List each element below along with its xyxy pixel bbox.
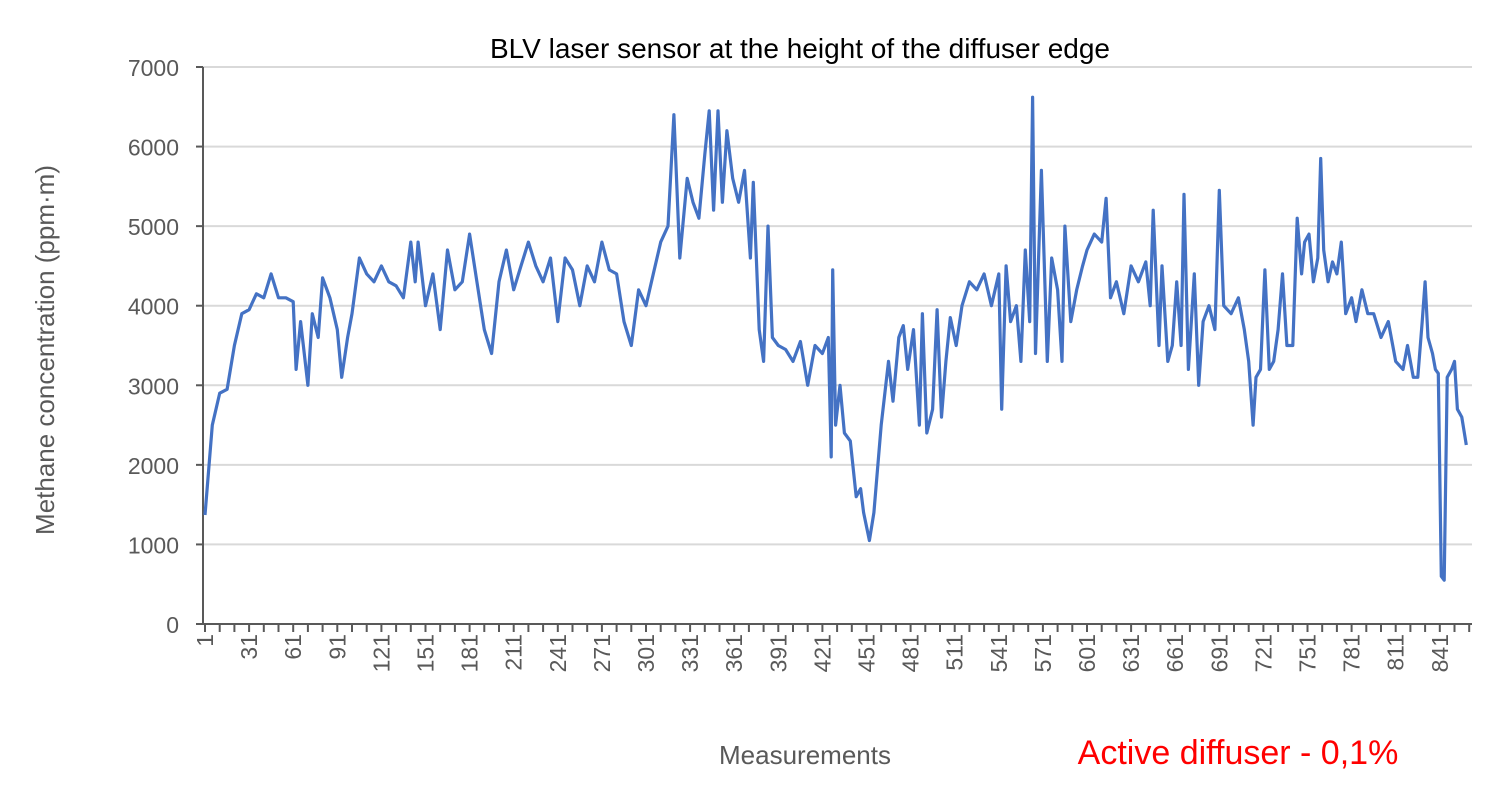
y-tick-label: 1000 [128, 532, 179, 558]
y-tick-label: 3000 [128, 373, 179, 399]
x-tick-label: 451 [854, 634, 880, 672]
x-tick-label: 91 [324, 634, 350, 660]
x-tick-label: 421 [809, 634, 835, 672]
series-line-methane [203, 95, 1468, 582]
y-tick-label: 5000 [128, 214, 179, 240]
y-tick-label: 0 [166, 612, 179, 638]
x-tick-label: 691 [1206, 634, 1232, 672]
x-tick-label: 61 [280, 634, 306, 660]
x-tick-label: 211 [501, 634, 527, 671]
x-tick-label: 331 [677, 634, 703, 672]
x-tick-label: 361 [721, 634, 747, 672]
x-tick-label: 811 [1383, 634, 1409, 671]
x-tick-label: 661 [1162, 634, 1188, 672]
y-tick-label: 7000 [128, 55, 179, 81]
x-tick-label: 511 [942, 634, 968, 671]
gridlines [203, 66, 1472, 546]
annotation-active-diffuser: Active diffuser - 0,1% [1078, 734, 1399, 772]
x-tick-label: 751 [1295, 634, 1321, 672]
x-tick-label: 601 [1074, 634, 1100, 672]
y-tick-label: 6000 [128, 135, 179, 161]
x-tick-label: 481 [898, 634, 924, 672]
y-tick-label: 2000 [128, 453, 179, 479]
x-tick-label: 721 [1250, 634, 1276, 672]
chart-title: BLV laser sensor at the height of the di… [490, 33, 1110, 64]
x-tick-label: 31 [236, 634, 262, 660]
x-tick-label: 1 [192, 634, 218, 647]
x-tick-label: 571 [1030, 634, 1056, 672]
y-tick-label: 4000 [128, 294, 179, 320]
y-axis-label: Methane concentration (ppm·m) [30, 165, 60, 535]
x-axis-ticks: 1 31 61 91 121 151 181 211 241 271 301 331 361 391 421… [192, 624, 1471, 672]
x-tick-label: 841 [1427, 634, 1453, 672]
x-tick-label: 271 [589, 634, 615, 672]
x-axis-label: Measurements [719, 740, 891, 770]
x-tick-label: 631 [1118, 634, 1144, 672]
x-tick-label: 391 [765, 634, 791, 672]
y-axis-ticks: 0 1000 2000 3000 4000 5000 6000 7000 [128, 55, 203, 638]
x-tick-label: 241 [545, 634, 571, 672]
x-tick-label: 541 [986, 634, 1012, 672]
x-tick-label: 301 [633, 634, 659, 672]
x-tick-label: 181 [457, 634, 483, 672]
x-tick-label: 781 [1339, 634, 1365, 672]
x-tick-label: 151 [413, 634, 439, 672]
x-tick-label: 121 [368, 634, 394, 672]
